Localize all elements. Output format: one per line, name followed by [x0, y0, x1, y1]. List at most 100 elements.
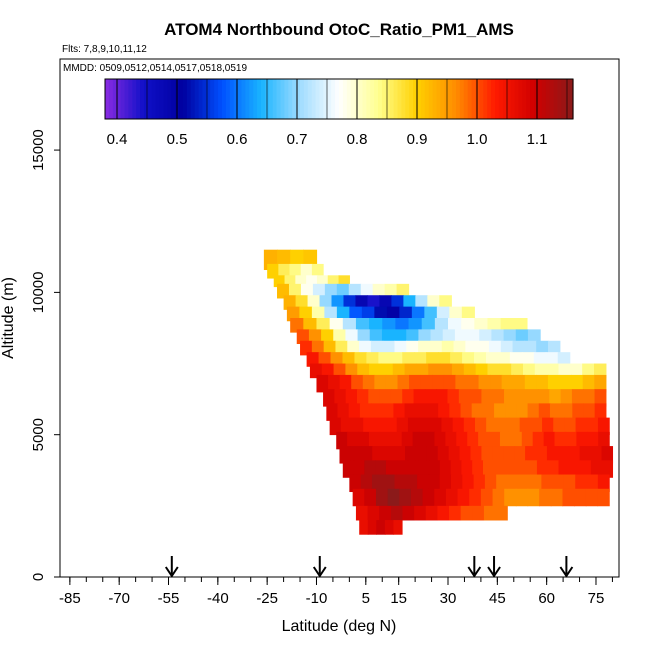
heatmap-cell	[497, 352, 511, 367]
heatmap-cell	[521, 431, 534, 450]
heatmap-cell	[316, 318, 331, 333]
x-tick-label: -25	[256, 590, 278, 607]
heatmap-cell	[432, 374, 445, 393]
heatmap-cell	[598, 431, 610, 450]
heatmap-cell	[337, 403, 350, 421]
colorbar-segment	[448, 79, 453, 119]
flight-marker-arrow	[559, 566, 574, 578]
heatmap-cell	[441, 340, 455, 356]
heatmap-cell	[547, 374, 561, 393]
heatmap-cell	[571, 374, 584, 393]
heatmap-cell	[571, 389, 584, 407]
heatmap-cell	[521, 352, 535, 367]
heatmap-cell	[418, 460, 430, 478]
colorbar-segment	[557, 79, 562, 119]
heatmap-cell	[434, 431, 446, 450]
heatmap-cell	[379, 389, 392, 407]
colorbar-segment	[241, 79, 246, 119]
heatmap-cell	[481, 446, 493, 464]
heatmap-cell	[503, 329, 517, 345]
colorbar-segment	[206, 79, 211, 119]
colorbar-segment	[249, 79, 254, 119]
heatmap-cell	[513, 318, 528, 333]
heatmap-cell	[323, 340, 337, 356]
heatmap-cell	[390, 505, 404, 521]
heatmap-cell	[347, 431, 359, 450]
heatmap-cell	[415, 446, 428, 464]
colorbar-segment	[171, 79, 176, 119]
heatmap-cell	[380, 363, 394, 379]
heatmap-cell	[480, 488, 494, 507]
colorbar-segment	[483, 79, 488, 119]
heatmap-cell	[547, 460, 560, 478]
colorbar-segment	[506, 79, 512, 119]
heatmap-cell	[383, 446, 395, 464]
heatmap-cell	[583, 403, 596, 421]
heatmap-cell	[515, 460, 527, 478]
heatmap-cell	[404, 363, 418, 379]
colorbar-frame	[104, 78, 574, 120]
colorbar-segment	[288, 79, 293, 119]
heatmap-cell	[359, 520, 369, 535]
heatmap-cell	[526, 460, 538, 478]
heatmap-cell	[375, 460, 387, 478]
heatmap-cell	[563, 474, 576, 493]
heatmap-cell	[343, 295, 357, 310]
heatmap-cell	[474, 318, 489, 333]
heatmap-cell	[403, 295, 416, 310]
heatmap-cell	[351, 374, 364, 393]
heatmap-cell	[311, 306, 325, 322]
heatmap-cell	[369, 329, 383, 345]
heatmap-cell	[481, 389, 494, 407]
colorbar-segment	[440, 79, 445, 119]
heatmap-cell	[546, 446, 559, 464]
heatmap-cell	[486, 417, 498, 436]
heatmap-cell	[597, 474, 610, 493]
heatmap-cell	[515, 389, 528, 407]
x-tick-label: 15	[390, 590, 407, 607]
heatmap-cell	[336, 306, 350, 322]
colorbar-segment	[409, 79, 414, 119]
colorbar: 0.4 0.5 0.6 0.7 0.8 0.9 1.0 1.1	[104, 78, 574, 148]
heatmap-cell	[512, 340, 525, 356]
heatmap-cell	[504, 460, 516, 478]
colorbar-segment	[432, 79, 438, 119]
colorbar-segment	[381, 79, 387, 119]
colorbar-segment	[428, 79, 434, 119]
x-tick-label: 5	[362, 590, 370, 607]
heatmap-cell	[371, 474, 384, 493]
colorbar-segment	[202, 79, 207, 119]
x-tick-label: 45	[489, 590, 506, 607]
colorbar-segment	[385, 79, 391, 119]
colorbar-segment	[296, 79, 301, 119]
heatmap-cell	[407, 417, 420, 436]
heatmap-cell	[368, 431, 381, 450]
heatmap-cell	[354, 352, 368, 367]
heatmap-cell	[303, 318, 318, 333]
x-tick-label: -10	[306, 590, 328, 607]
heatmap-cell	[364, 460, 376, 478]
heatmap-cell	[390, 389, 403, 407]
heatmap-cell	[590, 446, 603, 464]
heatmap-cell	[586, 417, 599, 436]
heatmap-cell	[319, 295, 333, 310]
heatmap-cell	[326, 403, 339, 421]
heatmap-cell	[394, 329, 407, 345]
heatmap-cell	[369, 363, 382, 379]
heatmap-cell	[459, 446, 472, 464]
x-tick-label: -85	[59, 590, 81, 607]
heatmap-cell	[273, 275, 286, 288]
heatmap-cell	[378, 352, 391, 367]
colorbar-segment	[179, 79, 184, 119]
heatmap-cell	[515, 329, 529, 345]
heatmap-cell	[504, 488, 517, 507]
heatmap-cell	[546, 363, 560, 379]
heatmap-cell	[422, 488, 435, 507]
colorbar-segment	[323, 79, 328, 119]
heatmap-cell	[390, 431, 403, 450]
colorbar-segment	[315, 79, 321, 119]
heatmap-cell	[437, 505, 450, 521]
heatmap-cell	[479, 329, 493, 345]
flights-label: Flts: 7,8,9,10,11,12	[62, 44, 147, 55]
heatmap-cell	[300, 283, 314, 299]
